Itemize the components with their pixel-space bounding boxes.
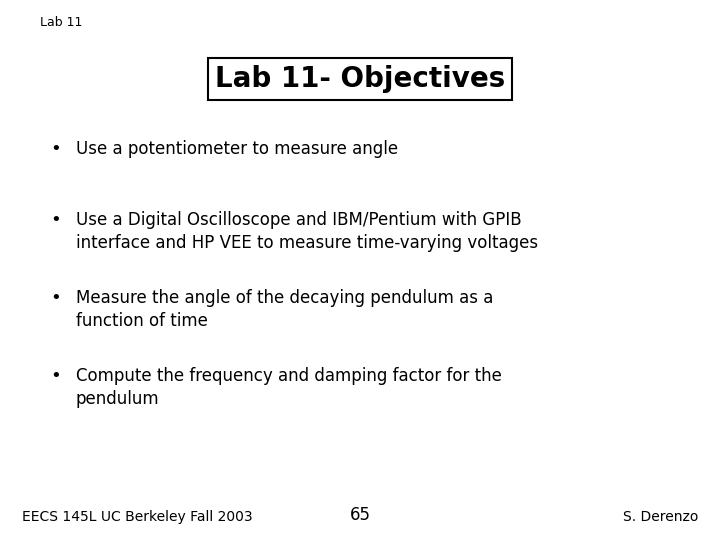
Text: Compute the frequency and damping factor for the
pendulum: Compute the frequency and damping factor… xyxy=(76,367,501,408)
Text: Lab 11: Lab 11 xyxy=(40,16,82,29)
Text: •: • xyxy=(50,211,61,228)
Text: •: • xyxy=(50,140,61,158)
Text: •: • xyxy=(50,367,61,385)
Text: EECS 145L UC Berkeley Fall 2003: EECS 145L UC Berkeley Fall 2003 xyxy=(22,510,252,524)
Text: •: • xyxy=(50,289,61,307)
Text: 65: 65 xyxy=(349,506,371,524)
Text: Lab 11- Objectives: Lab 11- Objectives xyxy=(215,65,505,93)
Text: Use a potentiometer to measure angle: Use a potentiometer to measure angle xyxy=(76,140,397,158)
Text: Use a Digital Oscilloscope and IBM/Pentium with GPIB
interface and HP VEE to mea: Use a Digital Oscilloscope and IBM/Penti… xyxy=(76,211,538,252)
Text: Measure the angle of the decaying pendulum as a
function of time: Measure the angle of the decaying pendul… xyxy=(76,289,493,330)
Text: S. Derenzo: S. Derenzo xyxy=(623,510,698,524)
